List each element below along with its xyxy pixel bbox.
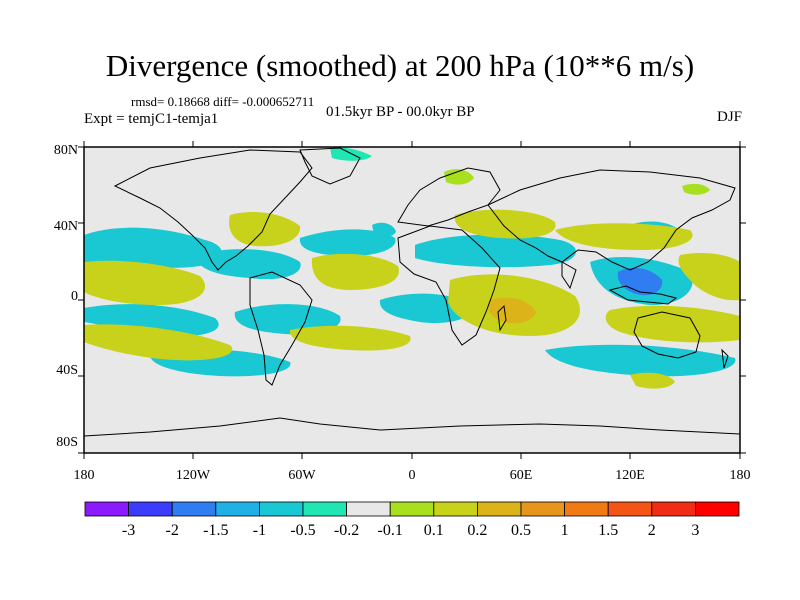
colorbar-label: -0.2 [334,522,359,539]
coastline-antarctica [84,417,740,437]
coastline-australia [633,311,701,359]
colorbar-label: -0.1 [378,522,403,539]
field-patch [630,372,675,389]
colorbar-swatch [171,501,217,517]
field-patch [545,344,736,377]
field-patch [289,325,411,351]
field-patch [372,222,396,237]
colorbar-swatch [564,501,609,517]
axis-ticks [78,141,746,459]
coastlines [84,147,740,437]
colorbar-label: -3 [122,522,135,539]
field-patch [311,253,399,290]
colorbar-swatch [302,501,347,517]
lon-label: 120W [176,468,211,483]
lat-label: 40N [54,219,78,234]
lat-labels: 80N 40N 0 40S 80S [54,143,78,450]
field-patch [682,183,710,195]
field-patch [605,305,740,343]
colorbar-swatch [258,501,304,517]
plot-title: Divergence (smoothed) at 200 hPa (10**6 … [105,48,695,83]
colorbar-swatch [607,501,653,517]
coastline-new-zealand [721,348,729,369]
colorbar-swatch [128,501,173,517]
field-patch [444,169,474,185]
field-patch [196,249,301,280]
colorbar-label: 1.5 [598,522,618,539]
colorbar-label: 1 [561,522,569,539]
field-patch [617,267,663,296]
coastline-south-america [249,271,313,386]
colorbar-label: 0.5 [511,522,531,539]
lon-label: 0 [409,468,416,483]
colorbar-label: -1.5 [203,522,228,539]
field-patch [84,227,222,268]
lat-label: 80N [54,143,78,158]
colorbar-label: -0.5 [290,522,315,539]
field-patch [454,209,556,239]
coastline-europe [397,167,501,227]
lon-label: 60W [288,468,316,483]
field-patch [84,260,206,305]
lat-label: 40S [56,363,78,378]
lon-labels: 180 120W 60W 0 60E 120E 180 [74,468,751,483]
lon-label: 60E [510,468,533,483]
stats-line: rmsd= 0.18668 diff= -0.000652711 [131,94,315,109]
coastline-africa [397,225,501,346]
lat-label: 0 [71,289,78,304]
colorbar-swatch [215,501,260,517]
colorbar-swatch [476,501,522,517]
coastline-indonesia [608,285,678,305]
period-label: 01.5kyr BP - 00.0kyr BP [326,104,475,120]
field-patch [415,234,577,268]
field-patch [299,229,396,257]
coastline-asia [487,169,736,271]
colorbar-label: 0.1 [424,522,444,539]
field-patch [555,223,693,250]
field-patch [330,147,372,161]
coastline-greenland [299,147,361,185]
lon-label: 180 [730,468,751,483]
colorbar-label: 3 [691,522,699,539]
colorbar-swatch [389,501,435,517]
coastline-north-america [113,149,313,271]
colorbar-label: 0.2 [467,522,487,539]
experiment-label: Expt = temjC1-temja1 [84,111,219,127]
coastline-india [561,261,577,290]
colorbar-swatch [520,501,565,517]
divergence-field [84,147,740,389]
colorbar-label: -2 [166,522,179,539]
colorbar-swatch [84,501,129,517]
coastline-madagascar [497,304,507,332]
colorbar-swatch [346,501,391,517]
colorbar-swatch [433,501,478,517]
colorbar-label: 2 [648,522,656,539]
colorbar-swatch [695,501,740,517]
season-label: DJF [716,109,742,125]
field-patch [488,297,536,324]
colorbar-swatch [651,501,696,517]
lon-label: 120E [615,468,645,483]
colorbar-label: -1 [253,522,266,539]
field-patch [678,252,740,301]
lon-label: 180 [74,468,95,483]
lat-label: 80S [56,435,78,450]
field-patch [229,212,301,247]
field-patch [84,324,233,361]
colorbar: -3 -2 -1.5 -1 -0.5 -0.2 -0.1 0.1 0.2 0.5 1 1.5 2 3 [84,501,740,539]
